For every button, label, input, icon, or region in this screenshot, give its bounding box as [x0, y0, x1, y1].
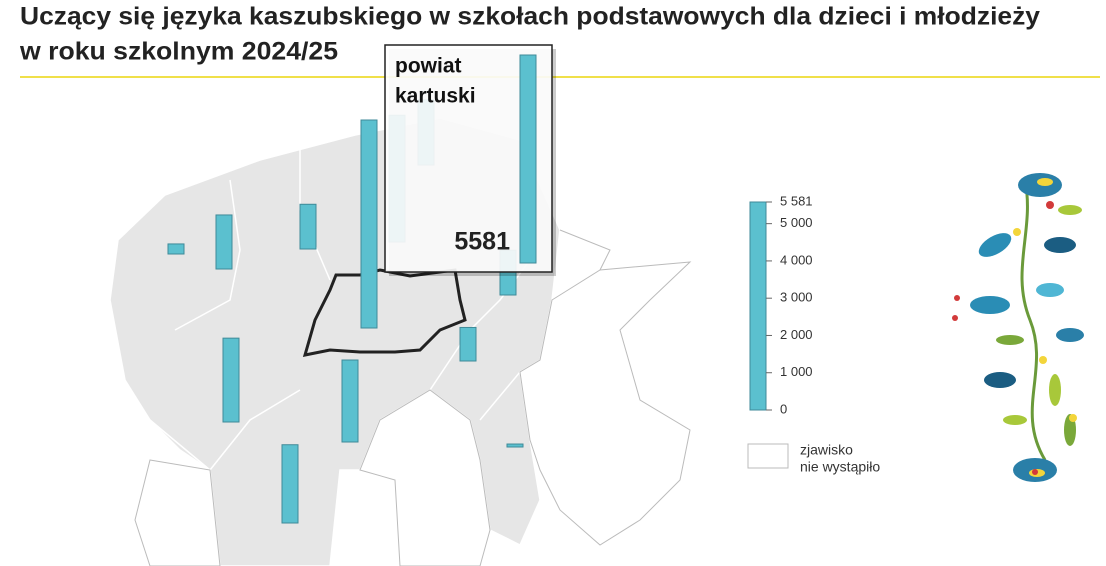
ornament [952, 173, 1084, 482]
bar [360, 119, 378, 329]
empty-region [134, 459, 221, 566]
popup-name: kartuski [395, 85, 476, 108]
legend-note: nie wystąpiło [800, 459, 880, 475]
legend-tick-label: 3 000 [780, 290, 813, 305]
legend-swatch [747, 443, 789, 469]
legend-bar [749, 201, 767, 411]
legend-tick-label: 1 000 [780, 364, 813, 379]
legend-note: zjawisko [800, 442, 853, 458]
highlight-border [302, 268, 467, 357]
title-line: w roku szkolnym 2024/25 [19, 38, 338, 66]
popup: powiat kartuski 5581 [384, 44, 556, 276]
bar [341, 359, 359, 443]
empty-region [519, 261, 692, 546]
legend-tick-label: 0 [780, 401, 787, 416]
bar [281, 444, 299, 524]
bar [222, 337, 240, 423]
bar [167, 243, 185, 255]
popup-name: powiat [395, 55, 462, 78]
title-line: Uczący się języka kaszubskiego w szkołac… [20, 3, 1040, 31]
legend-tick-label: 2 000 [780, 327, 813, 342]
popup-value: 5581 [454, 228, 510, 256]
empty-region [359, 389, 491, 566]
bar [459, 326, 477, 362]
coast [559, 229, 611, 271]
bar [506, 443, 524, 448]
legend-tick-label: 4 000 [780, 252, 813, 267]
bar [215, 214, 233, 270]
legend-tick-label: 5 581 [780, 193, 813, 208]
bar [299, 203, 317, 250]
legend-tick-label: 5 000 [780, 215, 813, 230]
legend: zjawisko nie wystąpiło 0 1 000 2 000 3 000 4… [747, 193, 880, 475]
bar [519, 54, 537, 264]
